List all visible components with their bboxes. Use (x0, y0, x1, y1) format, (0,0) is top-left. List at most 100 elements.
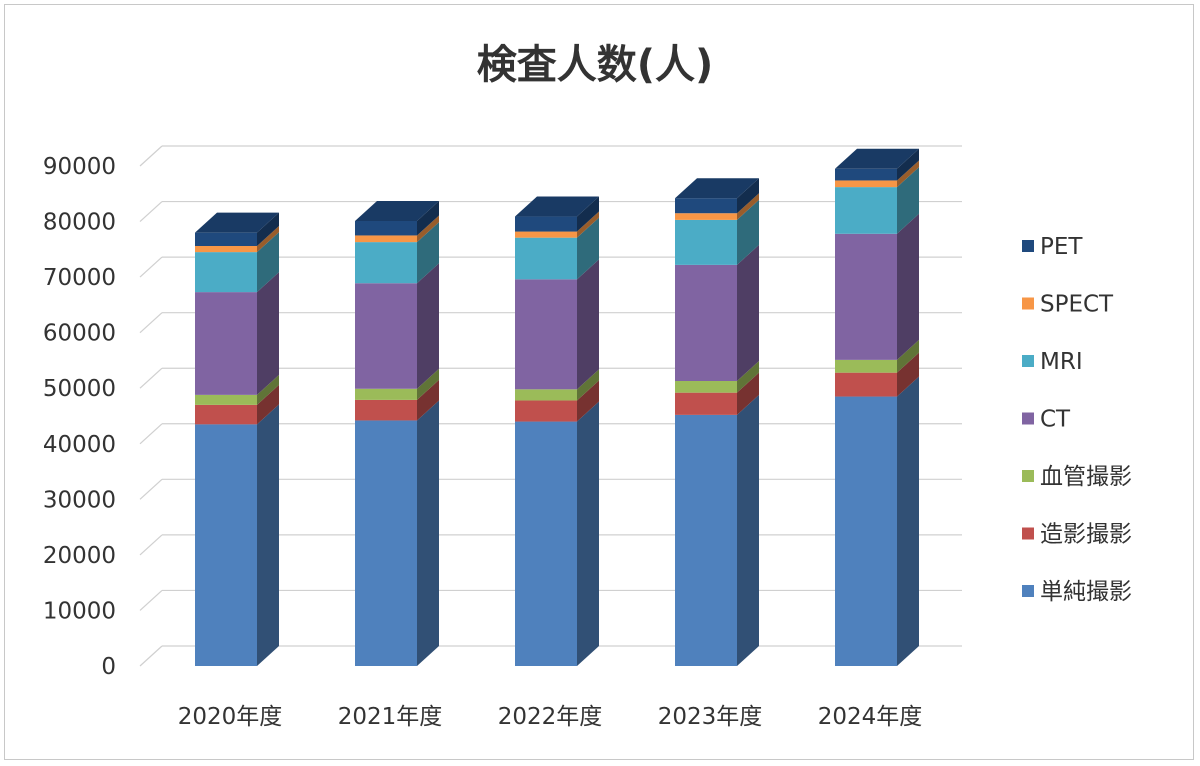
bar-segment-pet-side (257, 212, 279, 246)
y-tick-label: 10000 (43, 598, 116, 624)
x-tick-label: 2023年度 (658, 704, 763, 730)
bar-segment-spect-side (897, 160, 919, 188)
bar-segment-mri (675, 219, 737, 265)
bar-segment-pet (195, 232, 257, 246)
bar-segment-mri-side (577, 217, 599, 280)
bar-segment-s0 (515, 421, 577, 666)
bars (195, 148, 919, 666)
bar-segment-s1 (515, 400, 577, 422)
bar-segment-s2 (835, 359, 897, 373)
y-tick-label: 0 (101, 654, 116, 680)
legend-swatch (1022, 585, 1034, 597)
bar-segment-s1 (195, 404, 257, 425)
gridline-diagonal (139, 312, 163, 334)
x-tick-label: 2022年度 (498, 704, 603, 730)
bar-segment-pet-top (675, 178, 759, 199)
bar-stack-2020年度 (195, 212, 279, 666)
bar-segment-spect-side (417, 215, 439, 243)
y-tick-label: 40000 (43, 432, 116, 458)
legend-item: 血管撮影 (1022, 464, 1132, 490)
legend-item: CT (1022, 407, 1071, 433)
bar-segment-s0-side (257, 404, 279, 666)
y-axis-tick-labels: 0 10000 20000 30000 40000 50000 60000 70000 8000… (43, 154, 116, 680)
gridline-diagonal (139, 590, 163, 611)
gridline-diagonal (139, 145, 163, 167)
gridline-diagonal (139, 367, 163, 389)
bar-stack-2023年度 (675, 178, 759, 666)
bar-segment-mri (515, 237, 577, 280)
x-axis-tick-labels: 2020年度 2021年度 2022年度 2023年度 2024年度 (178, 704, 923, 730)
bar-stack-2021年度 (355, 201, 439, 666)
y-tick-label: 80000 (43, 210, 116, 236)
bar-segment-s0 (675, 414, 737, 666)
legend-label: SPECT (1040, 292, 1114, 318)
bar-segment-s1-side (737, 372, 759, 415)
gridline-diagonal (139, 201, 163, 222)
bar-segment-ct-side (257, 272, 279, 395)
legend-item: 単純撮影 (1022, 579, 1132, 605)
bar-segment-pet (355, 221, 417, 236)
y-tick-label: 50000 (43, 376, 116, 402)
legend-item: 造影撮影 (1022, 522, 1132, 548)
legend-label: 造影撮影 (1040, 522, 1132, 548)
legend-swatch (1022, 297, 1034, 310)
bar-segment-spect-side (257, 226, 279, 253)
bar-segment-mri-side (737, 199, 759, 265)
legend-label: PET (1040, 234, 1083, 260)
legend-swatch (1022, 470, 1034, 482)
bar-segment-pet-top (515, 196, 599, 217)
y-tick-label: 70000 (43, 265, 116, 291)
bar-segment-pet-top (835, 148, 919, 169)
y-tick-label: 30000 (43, 487, 116, 513)
bar-stack-2024年度 (835, 148, 919, 666)
legend-swatch (1022, 412, 1034, 425)
bar-segment-s0 (355, 420, 417, 666)
bar-segment-s2-side (897, 339, 919, 373)
bar-segment-s2-side (417, 368, 439, 400)
bar-segment-s2-side (577, 369, 599, 401)
bar-segment-ct-side (897, 213, 919, 360)
bar-segment-mri (195, 252, 257, 293)
bar-segment-pet-top (355, 201, 439, 221)
legend-item: MRI (1022, 349, 1083, 375)
legend-swatch (1022, 240, 1034, 252)
legend-label: 単純撮影 (1040, 579, 1132, 605)
bar-segment-pet (515, 216, 577, 232)
bar-segment-pet-side (897, 148, 919, 181)
legend-label: 血管撮影 (1040, 464, 1132, 490)
gridline-diagonal (139, 423, 163, 445)
bar-segment-s0 (195, 424, 257, 666)
bar-segment-spect-side (577, 211, 599, 238)
legend-item: PET (1022, 234, 1083, 260)
bar-segment-s1-side (417, 379, 439, 421)
bar-segment-s2-side (257, 374, 279, 405)
bar-segment-s1 (835, 372, 897, 397)
bar-segment-pet-top (195, 212, 279, 233)
bar-segment-spect (835, 180, 897, 188)
x-tick-label: 2024年度 (818, 704, 923, 730)
bar-segment-ct (835, 233, 897, 360)
gridline-diagonal (139, 534, 163, 556)
legend-swatch (1022, 527, 1034, 540)
bar-segment-spect-side (737, 193, 759, 220)
gridline-diagonal (139, 478, 163, 500)
bar-segment-mri (835, 187, 897, 234)
bar-segment-s1-side (257, 384, 279, 425)
bar-segment-ct (355, 283, 417, 389)
legend-item: SPECT (1022, 292, 1114, 318)
bar-segment-s0-side (737, 394, 759, 666)
y-tick-label: 20000 (43, 543, 116, 569)
bar-segment-ct (195, 292, 257, 395)
bar-segment-ct-side (417, 263, 439, 389)
bar-segment-s1-side (577, 380, 599, 422)
bar-segment-ct (515, 279, 577, 390)
legend-label: CT (1040, 407, 1071, 433)
bar-segment-pet-side (737, 178, 759, 214)
bar-segment-mri (355, 242, 417, 284)
gridline-diagonal (139, 256, 163, 278)
bar-segment-s0-side (417, 400, 439, 666)
bar-segment-pet (835, 168, 897, 181)
x-tick-label: 2020年度 (178, 704, 283, 730)
bar-segment-ct-side (577, 259, 599, 390)
